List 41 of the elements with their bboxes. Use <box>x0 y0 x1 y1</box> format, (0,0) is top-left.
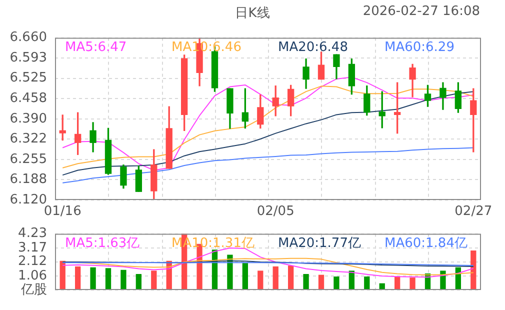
y-tick-label: 6.458 <box>10 91 47 106</box>
bar <box>410 278 416 290</box>
bar <box>272 266 278 290</box>
chart-subtitle: 2026-02-27 16:08 <box>362 4 480 19</box>
bar <box>470 250 476 290</box>
bar <box>440 270 446 290</box>
x-tick-label: 02/27 <box>454 204 492 220</box>
bar <box>74 266 81 290</box>
bar <box>258 270 264 290</box>
bar <box>90 267 96 290</box>
y-tick-label: 亿股 <box>20 282 47 298</box>
bar <box>303 274 309 290</box>
series-label: MA60:1.84亿 <box>384 236 468 252</box>
text: MA5:6.47 <box>65 40 127 56</box>
y-tick-label: 1.06 <box>18 268 47 284</box>
bar <box>120 270 126 290</box>
y-tick-label: 4.23 <box>18 226 47 242</box>
bar <box>334 276 340 290</box>
text: MA20:6.48 <box>278 40 348 56</box>
bar <box>288 266 294 290</box>
bar <box>242 263 248 290</box>
bar <box>151 270 157 290</box>
y-tick-label: 6.593 <box>10 50 47 66</box>
text: MA60:6.29 <box>384 40 454 56</box>
y-tick-label: 6.188 <box>10 172 47 188</box>
y-tick-label: 2.12 <box>18 254 47 270</box>
bar <box>136 274 142 290</box>
bar <box>227 254 233 290</box>
y-tick-label: 6.322 <box>10 132 47 147</box>
y-tick-label: 6.525 <box>10 70 47 86</box>
chart-title: 日K线 <box>235 6 270 21</box>
y-tick-label: 6.255 <box>10 152 47 167</box>
bar <box>318 274 324 290</box>
bar <box>105 268 112 290</box>
y-tick-label: 3.17 <box>18 240 47 256</box>
series-label: MA5:1.63亿 <box>65 236 140 252</box>
series-label: MA20:1.77亿 <box>278 236 361 252</box>
bar <box>364 276 370 290</box>
y-tick-label: 6.390 <box>10 111 47 126</box>
x-tick-label: 02/05 <box>256 204 294 220</box>
y-tick-label: 6.660 <box>10 30 47 46</box>
